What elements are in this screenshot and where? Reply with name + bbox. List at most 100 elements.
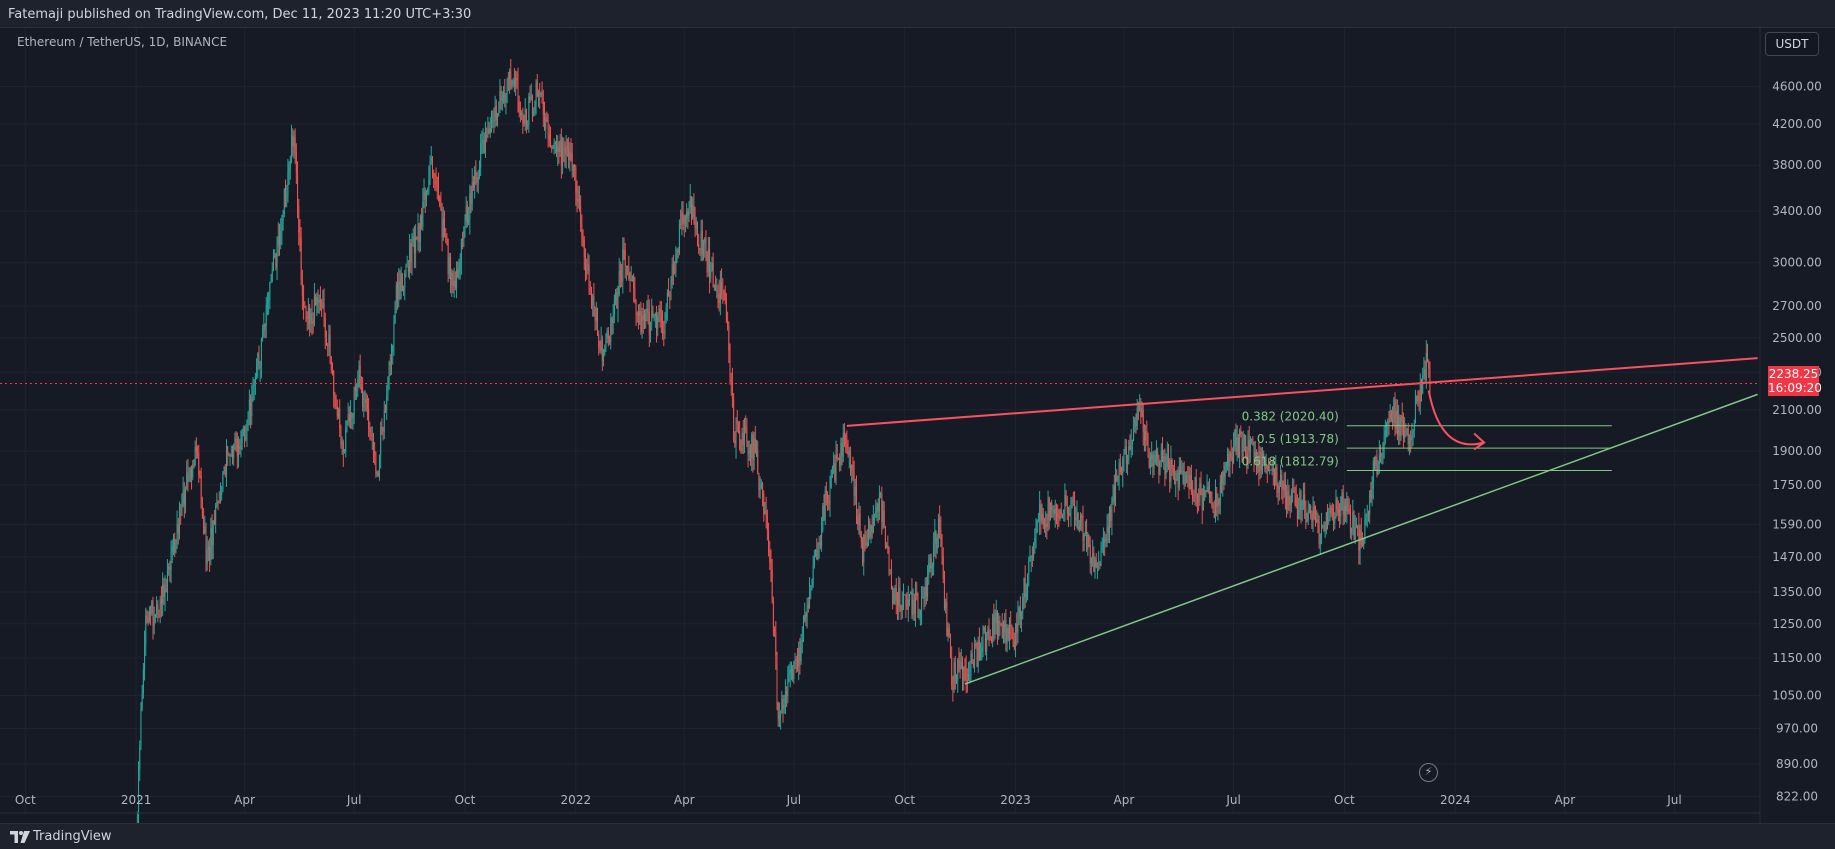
candle-body (1151, 454, 1153, 460)
candle-body (1340, 496, 1342, 517)
candle-body (746, 428, 748, 443)
candle-body (156, 604, 158, 615)
candle-body (327, 345, 329, 347)
candle-body (1239, 430, 1241, 457)
candle-body (671, 264, 673, 284)
candle-body (955, 680, 957, 684)
candle-body (948, 628, 950, 636)
candle-body (595, 308, 597, 321)
candle-body (1347, 498, 1349, 510)
candle-body (380, 426, 382, 455)
candle-body (672, 264, 674, 272)
candle-body (657, 316, 659, 329)
candle-body (150, 611, 152, 613)
candle-body (1133, 427, 1135, 441)
candle-body (837, 458, 839, 460)
candle-body (819, 542, 821, 547)
price-chart[interactable]: 0.382 (2020.40) 0.5 (1913.78) 0.618 (1812.… (0, 28, 1835, 823)
candle-body (1317, 519, 1319, 521)
candle-body (1375, 456, 1377, 465)
candle-body (1105, 537, 1107, 543)
price-tick-label: 2100.00 (1772, 403, 1822, 417)
candle-body (604, 348, 606, 355)
candle-body (393, 322, 395, 346)
candle-body (635, 301, 637, 313)
publish-header: Fatemaji published on TradingView.com, D… (0, 0, 1835, 28)
candle-body (346, 421, 348, 429)
candle-body (924, 586, 926, 599)
candle-body (234, 438, 236, 444)
candle-body (1034, 537, 1036, 544)
candle-body (313, 297, 315, 324)
candle-body (717, 290, 719, 294)
candle-body (684, 218, 686, 224)
chart-area[interactable]: 0.382 (2020.40) 0.5 (1913.78) 0.618 (1812.… (0, 28, 1835, 823)
candle-body (1265, 466, 1267, 469)
candle-body (175, 541, 177, 553)
candle-body (871, 525, 873, 533)
candle-body (566, 146, 568, 148)
candle-body (636, 312, 638, 315)
candle-body (741, 432, 743, 451)
candle-body (468, 220, 470, 223)
candle-body (140, 709, 142, 748)
price-scale-bg[interactable] (1760, 28, 1835, 823)
candle-body (1376, 456, 1378, 475)
candle-body (1204, 490, 1206, 497)
candle-body (1035, 532, 1037, 538)
time-scale[interactable]: Oct 2021 Apr Jul Oct 2022 Apr Jul Oct 2023 Apr Jul O… (15, 793, 1682, 807)
candle-body (316, 297, 318, 305)
candle-body (622, 248, 624, 282)
candle-body (817, 545, 819, 560)
candle-body (782, 698, 784, 709)
candle-body (203, 517, 205, 534)
currency-button[interactable]: USDT (1765, 32, 1819, 56)
candle-body (1193, 500, 1195, 502)
candle-body (570, 152, 572, 154)
candle-body (603, 354, 605, 361)
candle-body (863, 534, 865, 563)
candle-body (1422, 376, 1424, 394)
candle-body (577, 198, 579, 203)
candle-body (187, 472, 189, 482)
candle-body (1333, 514, 1335, 524)
lightning-icon[interactable]: ⚡ (1419, 763, 1438, 782)
candle-body (386, 396, 388, 411)
candle-body (533, 111, 535, 115)
candle-body (519, 111, 521, 115)
candle-body (982, 630, 984, 647)
candle-body (739, 431, 741, 449)
candle-body (166, 569, 168, 593)
candle-body (1353, 512, 1355, 540)
candle-body (1190, 474, 1192, 493)
candle-body (1024, 578, 1026, 598)
candle-body (972, 663, 974, 666)
candle-body (803, 620, 805, 641)
candle-body (693, 205, 695, 218)
candle-body (677, 249, 679, 254)
candle-body (864, 534, 866, 542)
candle-body (1410, 437, 1412, 440)
candle-body (827, 495, 829, 501)
candle-body (1198, 501, 1200, 503)
candle-body (509, 71, 511, 80)
candle-body (489, 127, 491, 133)
candle-body (681, 212, 683, 225)
candle-body (1166, 455, 1168, 467)
price-tick-label: 1590.00 (1772, 518, 1822, 532)
candle-body (191, 469, 193, 478)
candle-body (1170, 459, 1172, 483)
candle-body (1093, 553, 1095, 572)
time-tick-label: Jul (786, 793, 801, 807)
candle-body (696, 221, 698, 244)
candle-body (330, 356, 332, 371)
candle-body (751, 434, 753, 458)
candle-body (1123, 453, 1125, 459)
candle-body (423, 191, 425, 203)
candle-body (362, 388, 364, 407)
candle-body (199, 474, 201, 476)
price-tick-label: 822.00 (1776, 790, 1818, 804)
candle-body (786, 691, 788, 697)
candle-body (1263, 453, 1265, 461)
candle-body (222, 472, 224, 492)
